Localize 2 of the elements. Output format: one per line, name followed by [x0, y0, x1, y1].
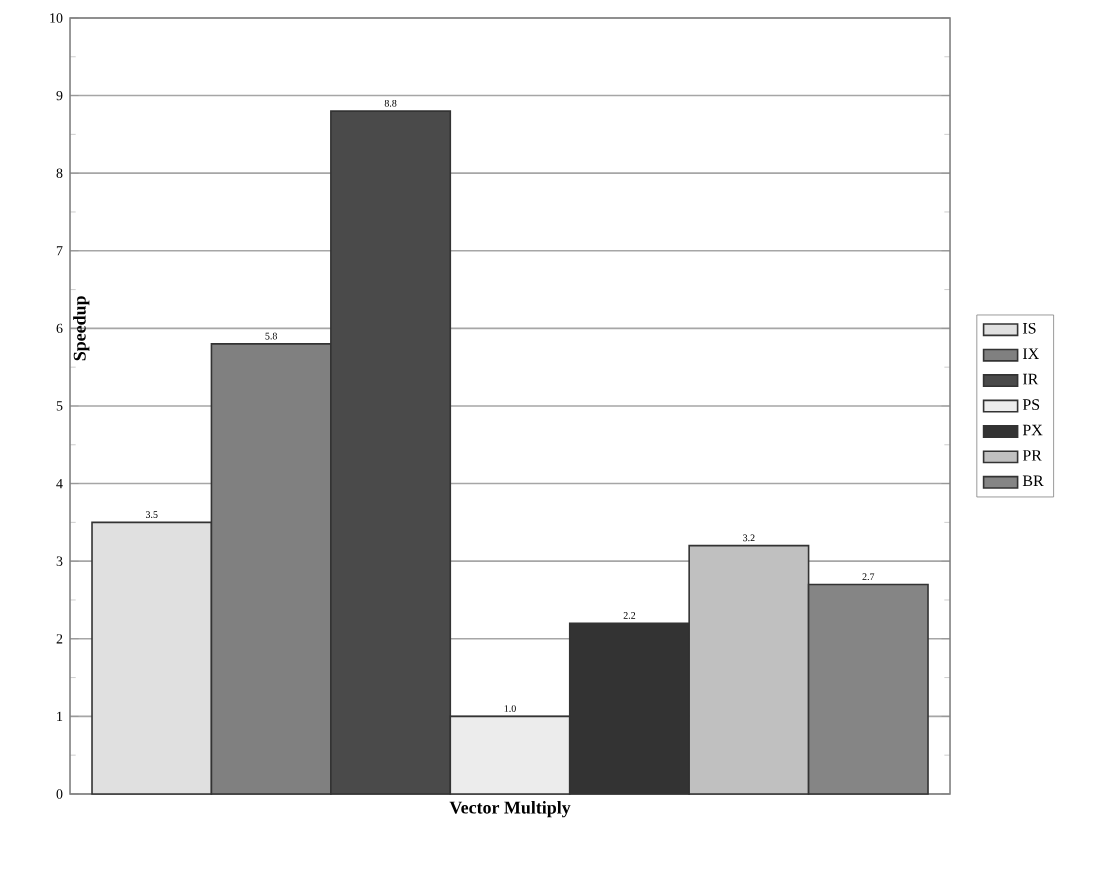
x-axis-title: Vector Multiply — [449, 801, 571, 818]
y-axis-title: Speedup — [73, 296, 90, 361]
